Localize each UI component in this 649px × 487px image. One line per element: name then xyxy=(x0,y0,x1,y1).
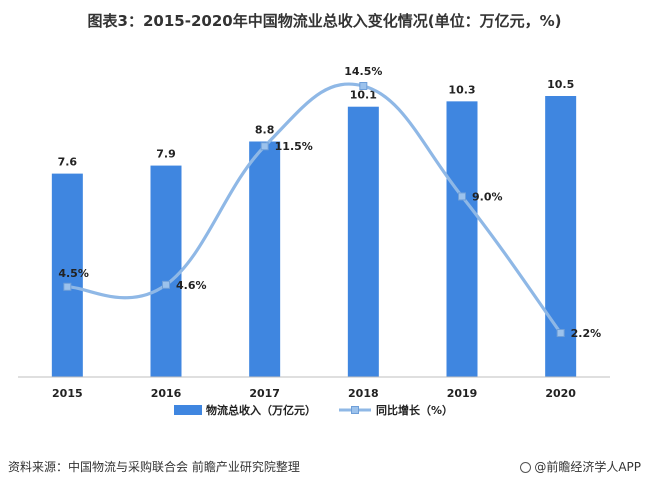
brand-credit-text: @前瞻经济学人APP xyxy=(534,460,641,474)
growth-label-2019: 9.0% xyxy=(472,190,503,203)
brand-logo-icon xyxy=(520,462,532,473)
bar-2016 xyxy=(150,165,182,377)
growth-line xyxy=(67,82,562,334)
bar-2017 xyxy=(249,141,281,377)
x-tick-label-2015: 2015 xyxy=(52,387,83,400)
chart-title: 图表3：2015-2020年中国物流业总收入变化情况(单位：万亿元，%) xyxy=(87,12,562,30)
growth-label-2018: 14.5% xyxy=(344,65,382,78)
legend-swatch-bar xyxy=(174,405,202,415)
growth-label-2016: 4.6% xyxy=(176,279,207,292)
growth-point-2019 xyxy=(458,192,466,201)
bar-2018 xyxy=(347,106,379,377)
x-tick-label-2017: 2017 xyxy=(249,387,280,400)
bar-label-2018: 10.1 xyxy=(350,89,377,102)
bar-label-2017: 8.8 xyxy=(255,123,275,136)
legend-label-bar: 物流总收入（万亿元） xyxy=(206,403,316,417)
bar-2015 xyxy=(51,173,83,377)
growth-label-2017: 11.5% xyxy=(275,140,313,153)
legend-swatch-marker xyxy=(351,406,359,414)
x-tick-label-2019: 2019 xyxy=(447,387,478,400)
x-tick-label-2018: 2018 xyxy=(348,387,379,400)
brand-credit: @前瞻经济学人APP xyxy=(520,458,641,475)
growth-point-2017 xyxy=(260,142,269,151)
growth-label-2015: 4.5% xyxy=(58,267,89,280)
bar-label-2019: 10.3 xyxy=(448,83,475,96)
bar-2019 xyxy=(446,101,478,377)
growth-point-2016 xyxy=(162,280,170,289)
source-note: 资料来源：中国物流与采购联合会 前瞻产业研究院整理 xyxy=(8,460,300,474)
bar-label-2016: 7.9 xyxy=(156,148,176,161)
bar-label-2015: 7.6 xyxy=(58,156,78,169)
bar-label-2020: 10.5 xyxy=(547,78,574,91)
growth-point-2020 xyxy=(556,329,565,337)
growth-point-2018 xyxy=(359,82,368,90)
legend-label-line: 同比增长（%） xyxy=(376,403,453,417)
x-tick-label-2016: 2016 xyxy=(151,387,182,400)
x-tick-label-2020: 2020 xyxy=(545,387,576,400)
growth-label-2020: 2.2% xyxy=(571,327,602,340)
growth-point-2015 xyxy=(63,282,72,291)
